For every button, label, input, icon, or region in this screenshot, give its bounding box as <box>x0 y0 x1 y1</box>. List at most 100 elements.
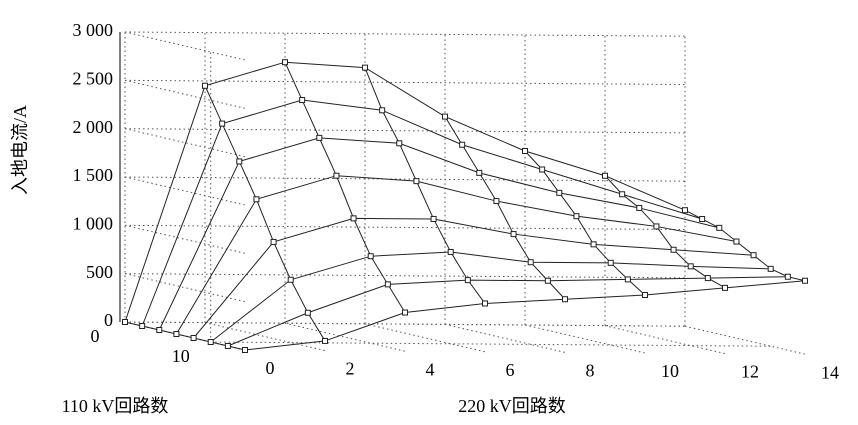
data-point <box>316 134 323 141</box>
x-tick-label: 12 <box>741 362 759 382</box>
grid-line <box>444 323 566 353</box>
data-point <box>539 166 546 173</box>
data-point <box>253 196 260 203</box>
data-point <box>607 259 614 266</box>
x-tick-label: 14 <box>821 362 839 382</box>
data-point <box>202 82 208 89</box>
data-point <box>362 64 368 71</box>
data-point <box>447 248 454 255</box>
data-point <box>670 246 677 253</box>
grid-line <box>124 273 686 279</box>
data-point <box>367 253 374 260</box>
data-point <box>602 172 608 179</box>
data-point <box>459 141 466 148</box>
data-point <box>699 216 706 223</box>
grid-line <box>204 322 326 352</box>
data-point <box>173 331 180 337</box>
y-tick-label: 10 <box>172 346 190 366</box>
grid-line <box>364 323 486 353</box>
mesh-line <box>284 61 406 313</box>
data-point <box>687 263 694 270</box>
grid-line <box>124 31 686 37</box>
data-point <box>304 309 311 316</box>
data-point <box>287 276 294 283</box>
data-point <box>413 178 420 185</box>
data-point <box>322 337 328 344</box>
data-point <box>619 191 626 198</box>
data-point <box>704 275 711 282</box>
x-tick-label: 4 <box>426 359 435 379</box>
data-point <box>493 198 500 205</box>
data-point <box>282 59 288 66</box>
data-point <box>590 241 597 248</box>
mesh-line <box>193 217 754 339</box>
mesh-line <box>204 85 326 342</box>
data-point <box>379 107 386 114</box>
y-axis-label: 110 kV回路数 <box>62 396 169 416</box>
z-tick-label: 3 000 <box>73 20 114 40</box>
data-point <box>396 140 403 147</box>
mesh-line <box>124 61 686 323</box>
z-tick-label: 2 000 <box>73 117 114 137</box>
data-point <box>442 113 448 120</box>
data-point <box>636 204 643 211</box>
data-point <box>562 296 568 303</box>
grid-line <box>604 325 726 355</box>
mesh-line <box>244 280 806 351</box>
data-point <box>722 284 728 291</box>
data-point <box>139 323 146 329</box>
x-tick-label: 10 <box>661 361 679 381</box>
mesh-line <box>141 99 703 327</box>
data-point <box>207 339 214 345</box>
z-axis-label: 入地电流/A <box>10 105 30 195</box>
grid-line <box>124 79 246 109</box>
data-point <box>156 327 163 333</box>
data-point <box>122 319 128 325</box>
data-point <box>527 259 534 266</box>
data-point <box>733 238 740 245</box>
data-point <box>464 277 471 284</box>
data-point <box>333 172 340 179</box>
z-tick-label: 2 500 <box>73 68 114 88</box>
grid-line <box>210 341 771 347</box>
grid-line <box>124 31 246 61</box>
data-point <box>402 309 408 316</box>
data-point <box>767 265 774 272</box>
mesh-line <box>227 276 788 347</box>
mesh-line <box>210 251 771 343</box>
data-point <box>522 148 528 154</box>
x-axis-label: 220 kV回路数 <box>458 396 566 416</box>
grid-line <box>524 324 646 354</box>
x-tick-label: 8 <box>586 361 595 381</box>
x-tick-label: 0 <box>266 358 275 378</box>
y-tick-label: 0 <box>91 326 100 346</box>
grid-line <box>124 79 686 86</box>
mesh-line <box>175 175 737 335</box>
data-point <box>750 252 757 259</box>
data-point <box>573 213 580 220</box>
data-point <box>270 238 277 245</box>
x-tick-label: 2 <box>346 359 355 379</box>
data-point <box>802 277 808 284</box>
data-point <box>510 231 517 238</box>
data-point <box>784 273 791 280</box>
data-point <box>624 276 631 283</box>
grid-line <box>684 325 806 355</box>
grid-line <box>284 322 406 352</box>
data-point <box>219 120 226 127</box>
data-point <box>236 158 243 165</box>
z-tick-label: 1 000 <box>73 213 114 233</box>
z-tick-label: 0 <box>104 310 113 330</box>
mesh-line <box>158 137 720 331</box>
data-point <box>190 335 197 341</box>
z-tick-label: 500 <box>86 262 113 282</box>
data-point <box>556 189 563 196</box>
grid-line <box>124 176 246 206</box>
data-point <box>482 300 488 307</box>
grid-line <box>124 128 246 158</box>
z-tick-label: 1 500 <box>73 165 114 185</box>
grid-line <box>124 128 686 134</box>
data-point <box>642 292 648 298</box>
data-point <box>242 347 248 353</box>
